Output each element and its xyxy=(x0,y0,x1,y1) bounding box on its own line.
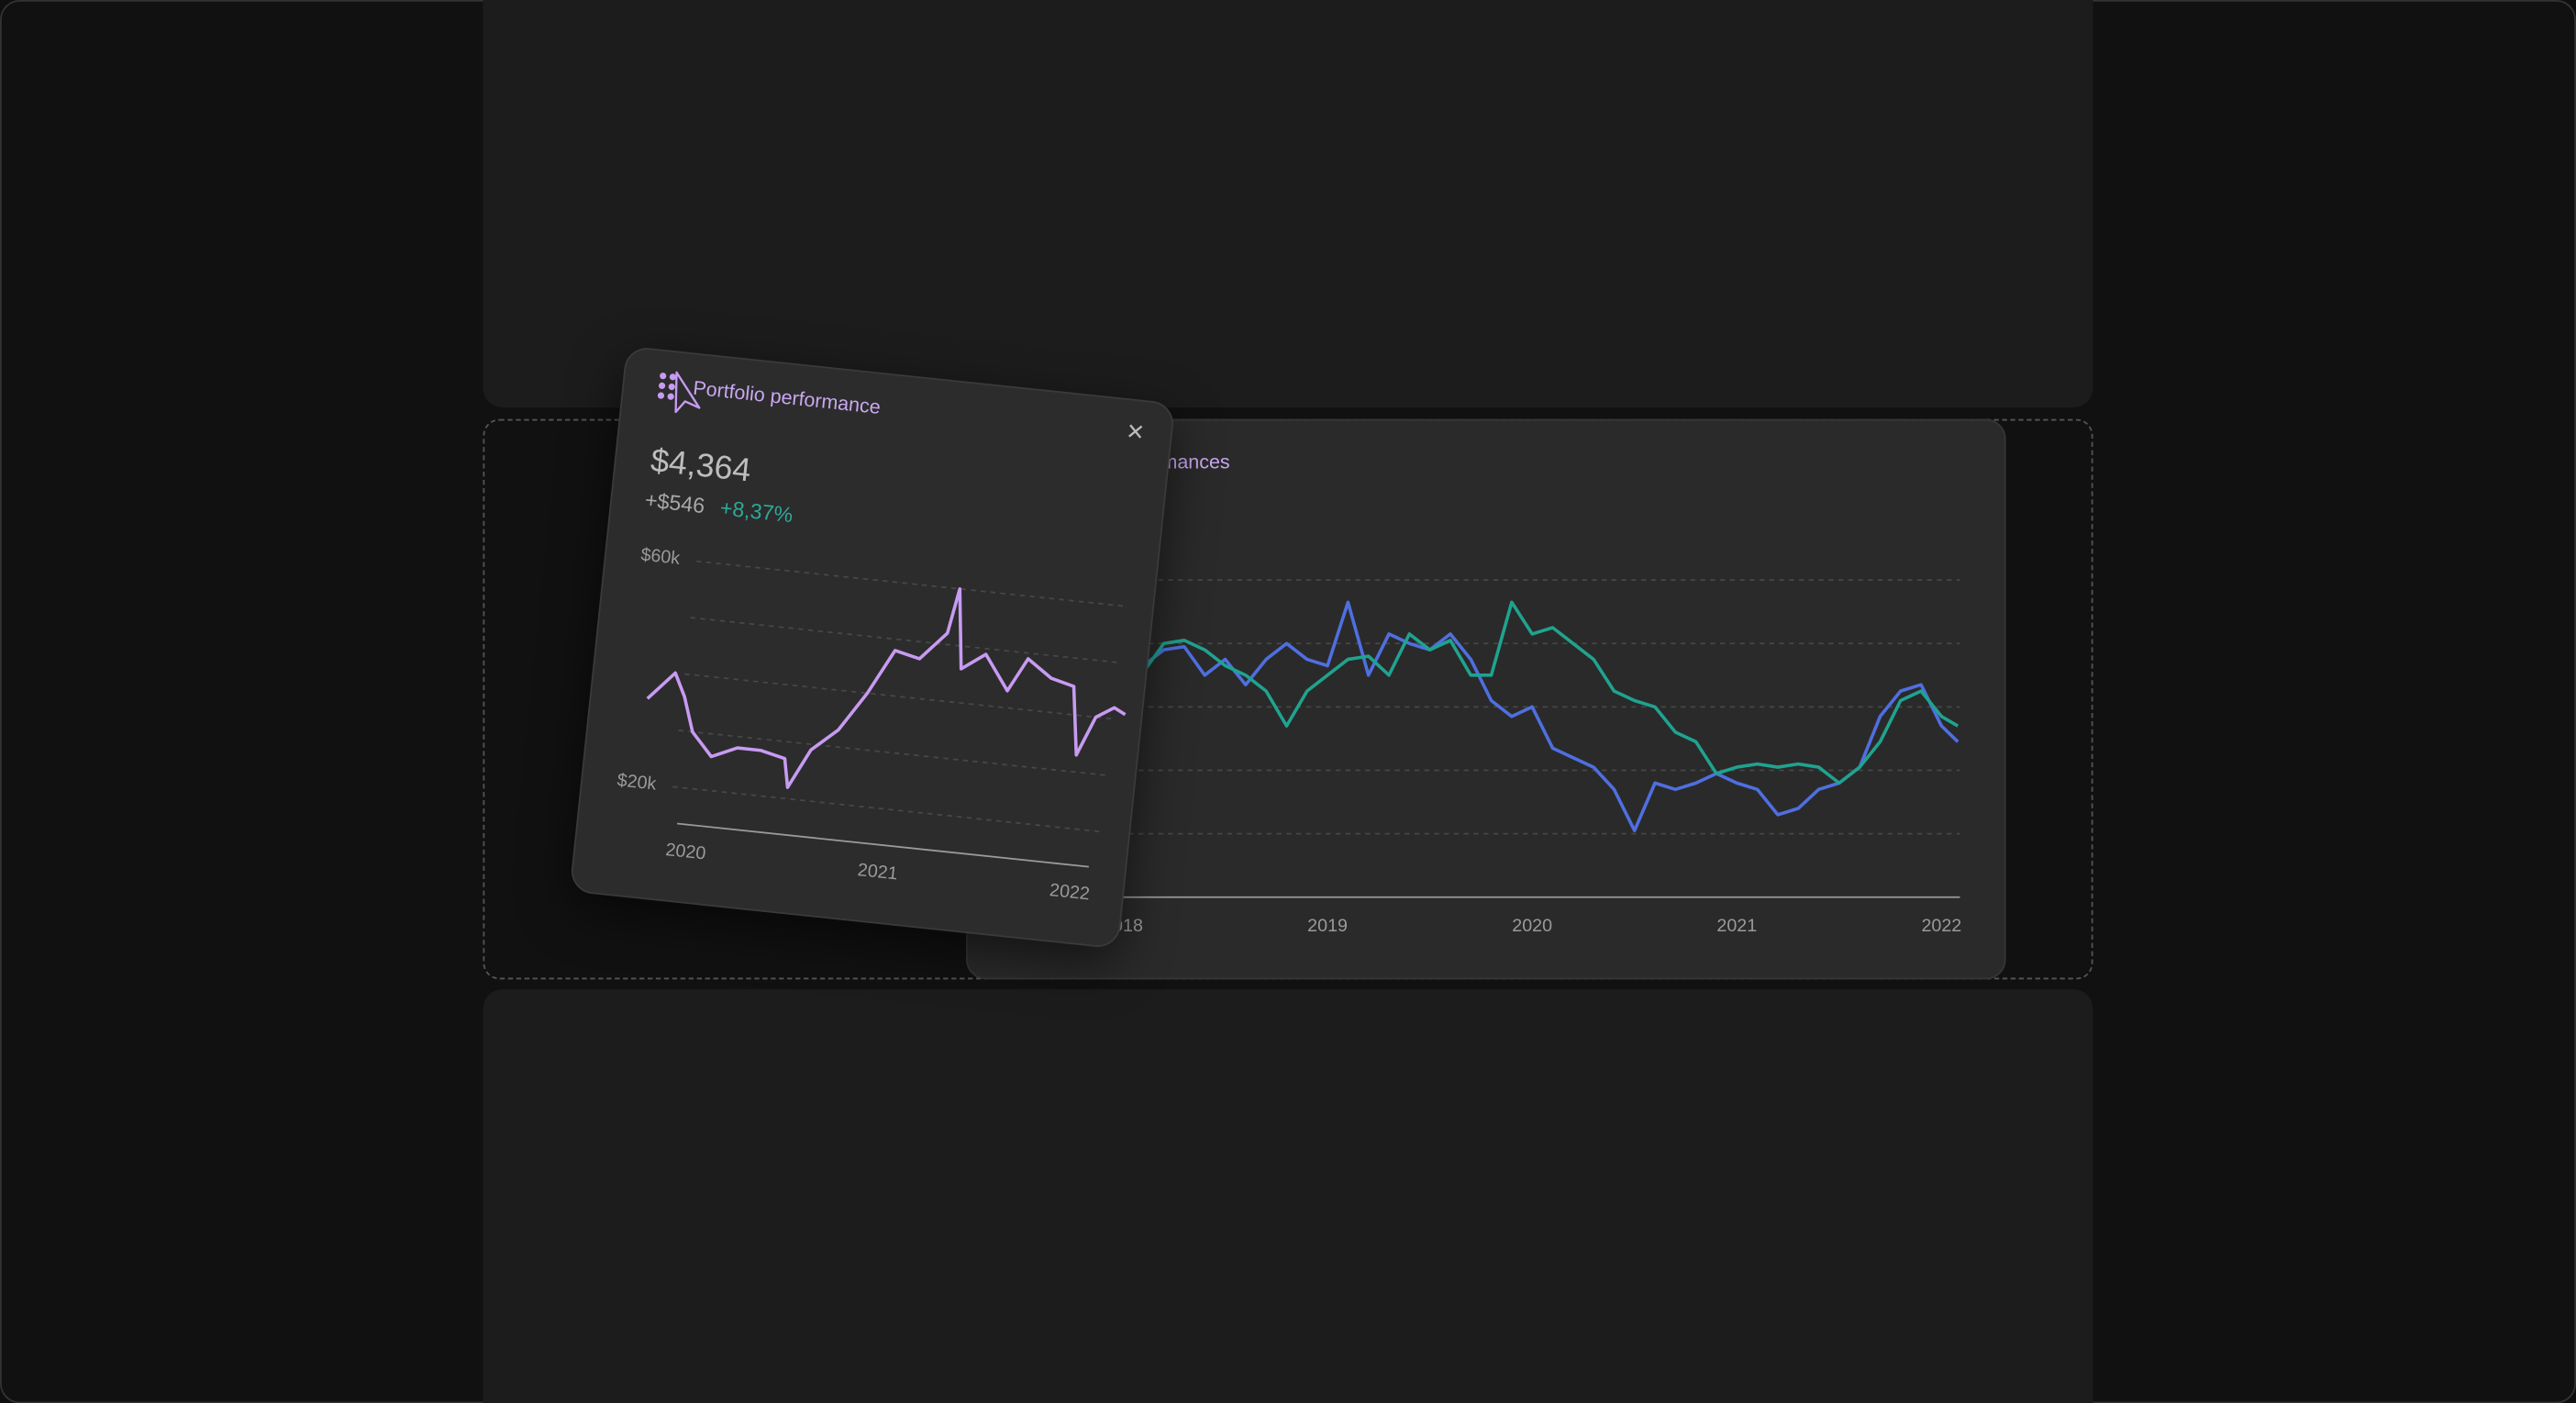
bottom-panel xyxy=(483,989,2093,1403)
x-tick-label: 2021 xyxy=(857,860,899,884)
grid-line xyxy=(684,673,1112,720)
front-card: Portfolio performance $4,364 +$546 +8,37… xyxy=(569,345,1176,950)
x-tick-label: 2021 xyxy=(1716,916,1757,936)
x-tick-label: 2020 xyxy=(1512,916,1552,936)
series-line xyxy=(1142,600,1960,832)
card-title: Portfolio performance xyxy=(692,377,882,418)
drag-handle[interactable] xyxy=(657,373,677,400)
top-panel xyxy=(483,0,2093,408)
close-button[interactable] xyxy=(1128,424,1143,439)
y-tick-label: $20k xyxy=(616,770,658,794)
x-tick-label: 2020 xyxy=(665,840,707,863)
change-value: +$546 xyxy=(644,488,706,518)
x-tick-label: 2019 xyxy=(1307,916,1348,936)
y-tick-label: $60k xyxy=(640,544,682,568)
x-tick-label: 2022 xyxy=(1921,916,1961,936)
change-percent: +8,37% xyxy=(719,496,794,527)
grid-line xyxy=(690,617,1117,663)
cursor xyxy=(674,371,701,414)
x-tick-label: 2022 xyxy=(1049,880,1091,904)
series-line xyxy=(1141,600,1960,785)
grid-line xyxy=(678,729,1105,776)
series-line xyxy=(646,586,1127,789)
headline-value: $4,364 xyxy=(649,441,752,488)
front-chart: Portfolio performance $4,364 +$546 +8,37… xyxy=(616,371,1143,905)
grid-line xyxy=(696,560,1124,607)
x-axis xyxy=(676,822,1089,868)
grid-line xyxy=(672,785,1100,833)
